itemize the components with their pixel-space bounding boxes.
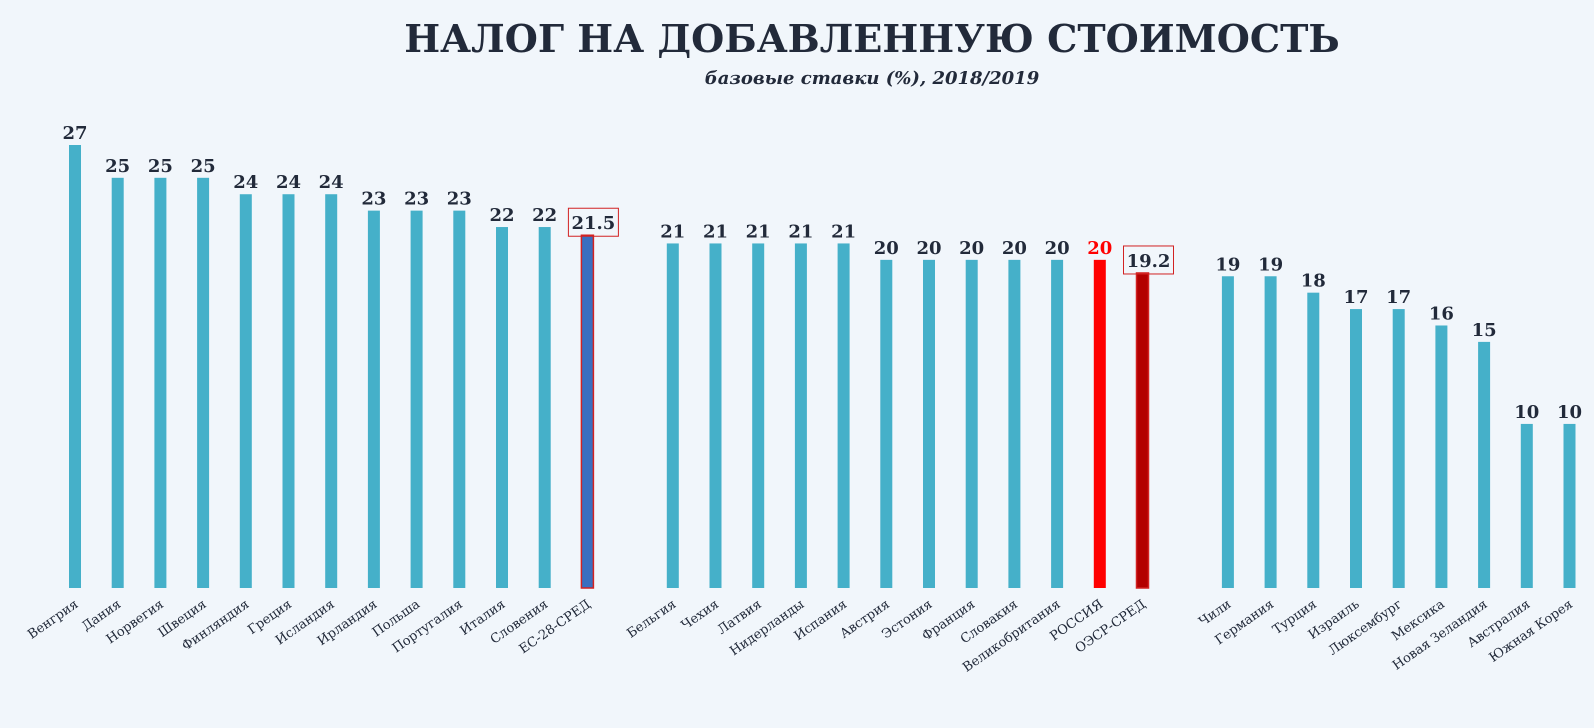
value-label: 21 [660, 221, 685, 242]
bar [282, 194, 295, 588]
value-label: 25 [148, 156, 173, 177]
bar [1135, 272, 1150, 589]
value-label: 16 [1429, 303, 1454, 324]
value-label: 24 [276, 172, 301, 193]
bar [965, 259, 978, 588]
value-label: 10 [1557, 402, 1582, 423]
value-label: 20 [916, 238, 941, 259]
value-label: 21.5 [571, 213, 615, 234]
bar [1435, 325, 1448, 588]
bar [325, 194, 338, 588]
bar [880, 259, 893, 588]
bar [923, 259, 935, 588]
value-label: 20 [874, 238, 899, 259]
value-label: 21 [746, 221, 771, 242]
value-label: 23 [447, 189, 472, 210]
bar [1307, 292, 1320, 588]
bar [197, 177, 210, 588]
value-label: 17 [1386, 287, 1411, 308]
bar [1093, 259, 1106, 588]
bar [709, 243, 722, 588]
bar [1221, 276, 1234, 588]
value-label: 10 [1514, 402, 1539, 423]
bar [111, 177, 124, 588]
value-label: 24 [233, 172, 258, 193]
value-label: 19.2 [1127, 251, 1171, 272]
bar [1520, 423, 1533, 588]
bar [154, 177, 167, 588]
value-label: 23 [361, 189, 386, 210]
value-label: 19 [1258, 254, 1283, 275]
bar [1392, 309, 1405, 588]
value-label: 24 [319, 172, 344, 193]
value-label: 22 [532, 205, 557, 226]
bar [453, 210, 466, 588]
label-box [567, 207, 619, 237]
bar [538, 227, 551, 588]
chart-subtitle: базовые ставки (%), 2018/2019 [705, 68, 1040, 89]
value-label: 23 [404, 189, 429, 210]
bar [580, 234, 595, 589]
x-tick-label: Бельгия [624, 597, 679, 642]
value-label: 21 [831, 221, 856, 242]
chart-title: НАЛОГ НА ДОБАВЛЕННУЮ СТОИМОСТЬ [404, 16, 1339, 61]
value-label: 17 [1343, 287, 1368, 308]
x-tick-label: Венгрия [25, 597, 81, 643]
value-label: 21 [703, 221, 728, 242]
bar [666, 243, 679, 588]
value-label: 20 [1087, 238, 1112, 259]
bar [1350, 309, 1362, 588]
value-label: 22 [489, 205, 514, 226]
bar [1264, 276, 1277, 588]
bar [367, 210, 380, 588]
bar [410, 210, 423, 588]
value-label: 25 [105, 156, 130, 177]
value-label: 20 [1002, 238, 1027, 259]
value-label: 18 [1301, 271, 1326, 292]
x-tick-label: Люксембург [1326, 597, 1405, 659]
value-label: 19 [1215, 254, 1240, 275]
bar [1563, 423, 1576, 588]
value-label: 20 [1045, 238, 1070, 259]
bar [1008, 259, 1021, 588]
bar [1051, 259, 1064, 588]
bar [69, 145, 81, 588]
bar [794, 243, 807, 588]
value-label: 27 [62, 123, 87, 144]
bar [752, 243, 765, 588]
bar [1478, 341, 1491, 588]
value-label: 20 [959, 238, 984, 259]
value-label: 21 [788, 221, 813, 242]
value-label: 15 [1472, 320, 1497, 341]
bar [496, 227, 508, 588]
bar [837, 243, 850, 588]
label-box [1123, 245, 1174, 275]
bar [239, 194, 252, 588]
value-label: 25 [191, 156, 216, 177]
